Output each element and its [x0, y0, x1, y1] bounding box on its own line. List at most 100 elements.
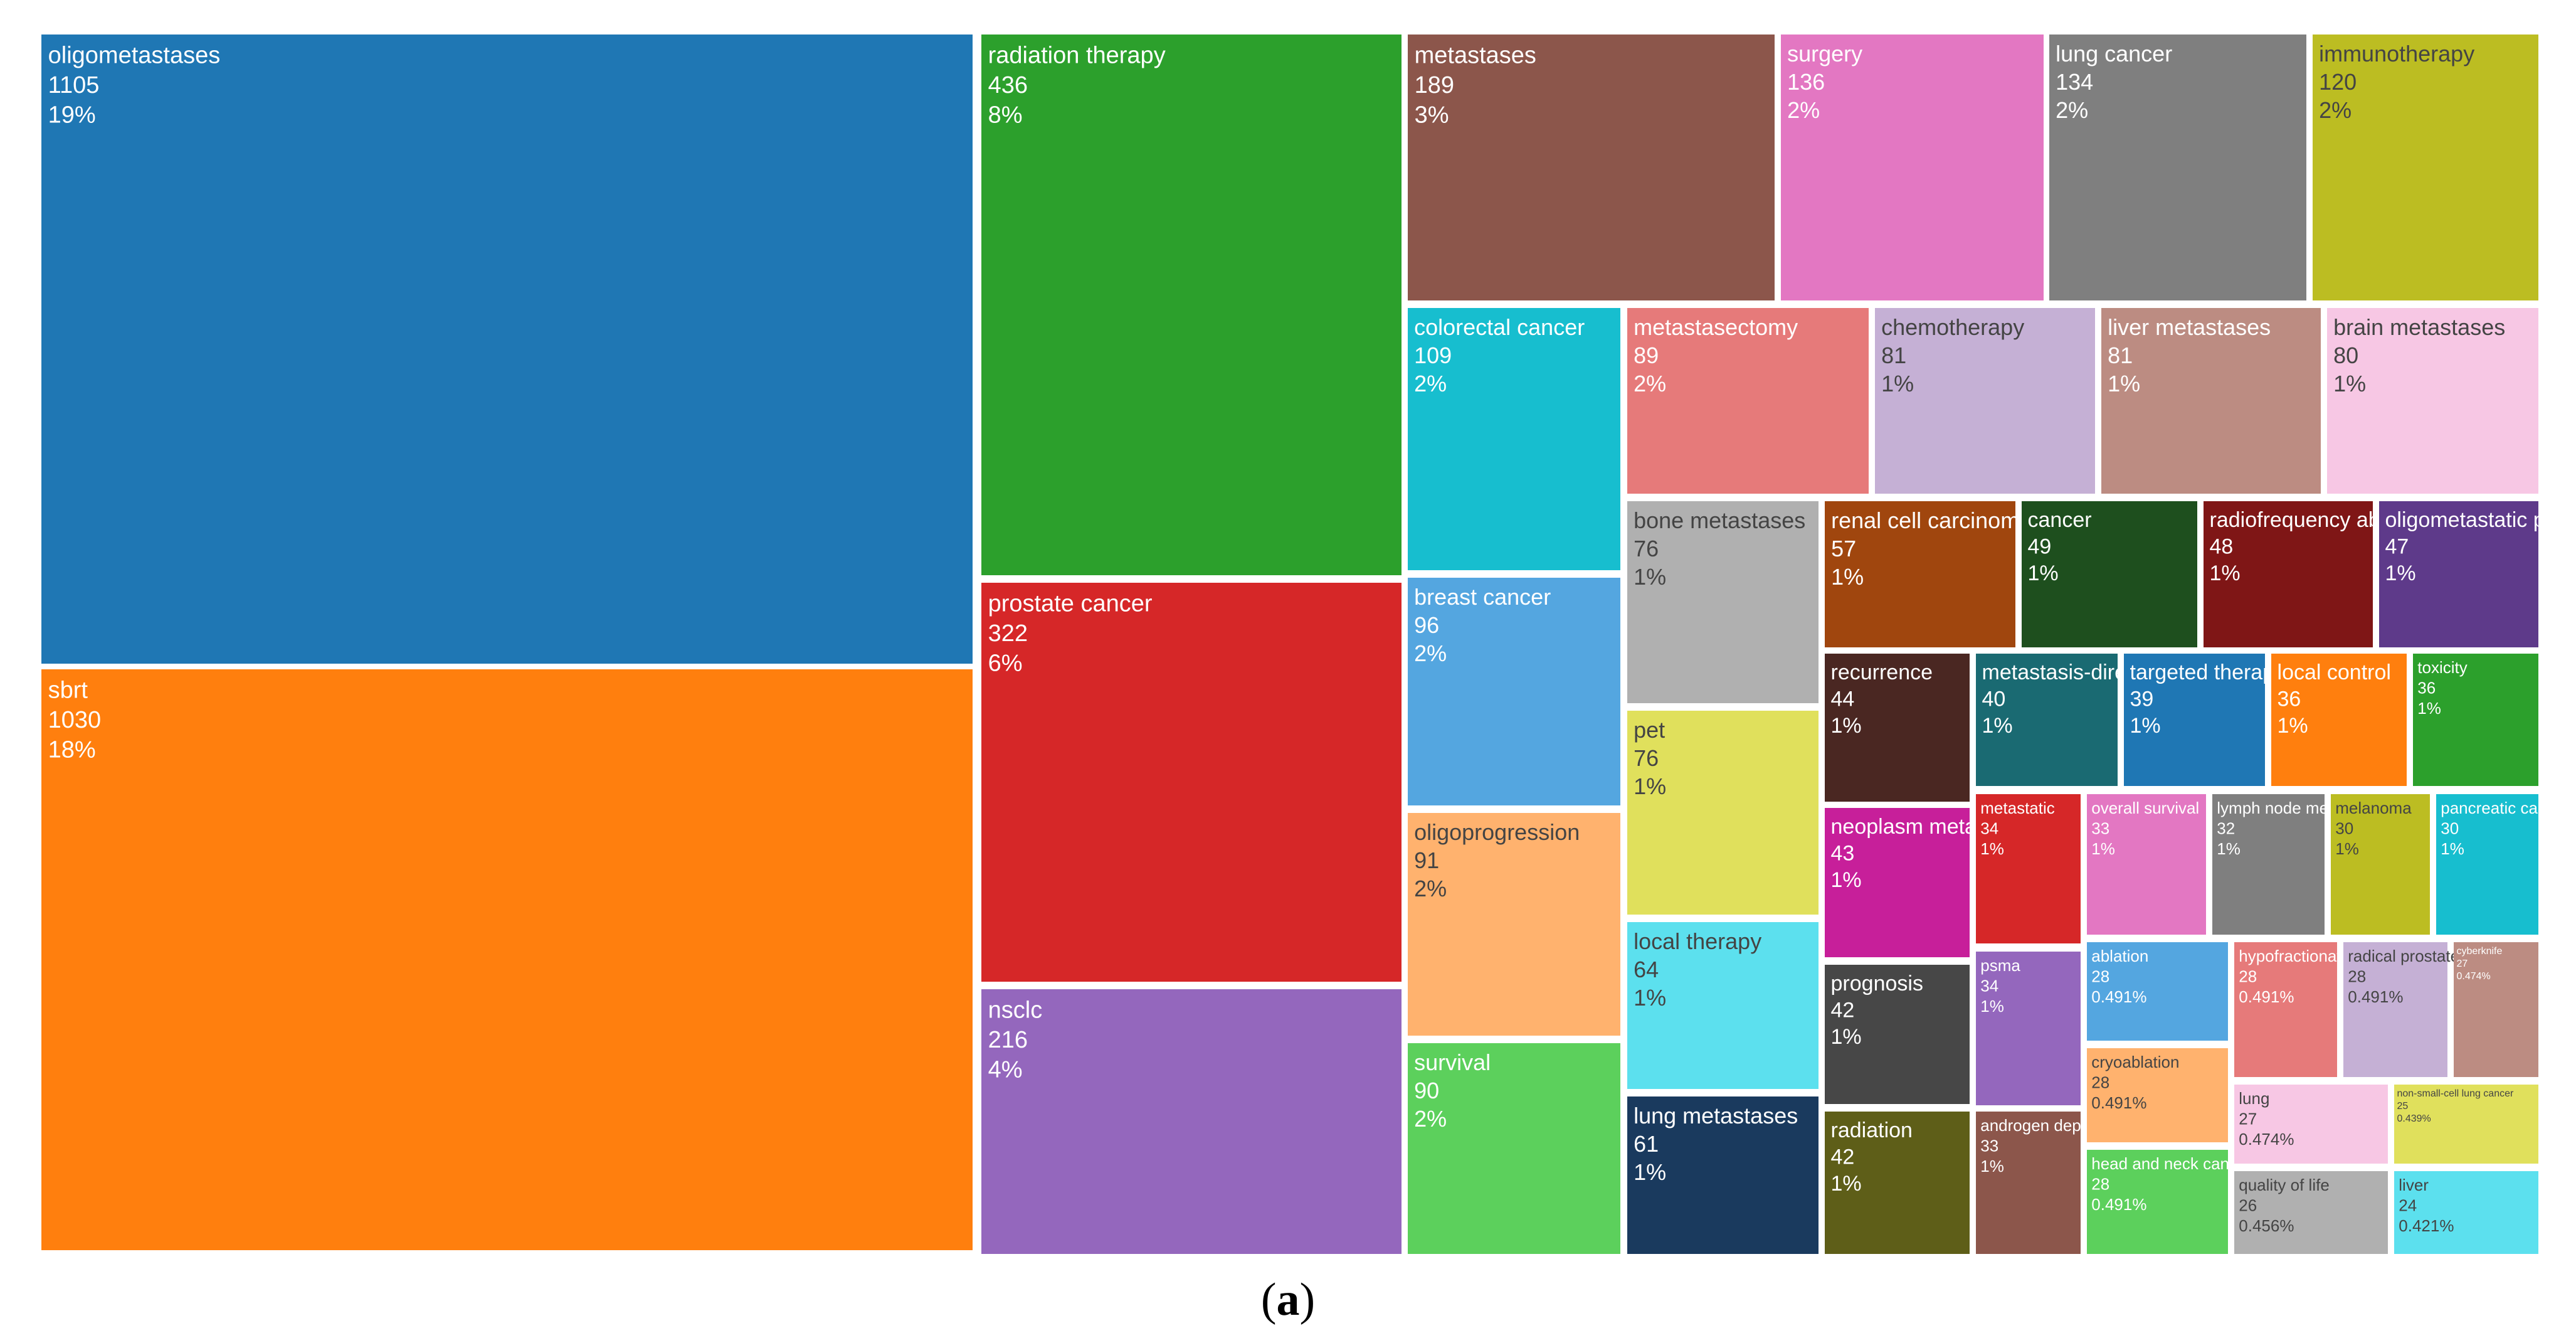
tile-value-cryoablation: 28 [2091, 1073, 2109, 1092]
tile-percent-metastasectomy: 2% [1634, 371, 1666, 396]
treemap-rect-breast-cancer [1408, 578, 1620, 805]
treemap-tile-liver[interactable]: liver 240.421% [2394, 1171, 2538, 1254]
treemap-tile-local-control[interactable]: local control 36 1% [2271, 654, 2407, 786]
treemap-rect-hypofractionation [2234, 942, 2337, 1077]
tile-percent-chemotherapy: 1% [1881, 371, 1914, 396]
tile-label-cancer: cancer [2028, 508, 2092, 532]
treemap-tile-lung[interactable]: lung 27 0.474% [2234, 1085, 2388, 1164]
treemap-tile-quality-of-life[interactable]: quality of life 260.456% [2234, 1171, 2388, 1254]
tile-value-colorectal-cancer: 109 [1414, 342, 1452, 368]
treemap-tile-non-small-cell-lung-cancer[interactable]: non-small-cell lung cancer 250.439% [2394, 1085, 2538, 1164]
treemap-tile-oligometastatic-prostate-cancer[interactable]: oligometastatic prostate cancer47 1% [2379, 501, 2576, 647]
tile-label-prostate-cancer: prostate cancer [988, 591, 1153, 617]
tile-percent-lymph-node-metastases: 1% [2217, 839, 2241, 858]
treemap-tile-radiation[interactable]: radiation 42 1% [1825, 1112, 1970, 1254]
treemap-rect-cryoablation [2087, 1048, 2228, 1142]
treemap-tile-ablation[interactable]: ablation 280.491% [2087, 942, 2228, 1041]
treemap-rect-cyberknife [2454, 942, 2538, 1077]
treemap-tile-bone-metastases[interactable]: bone metastases 76 1% [1627, 501, 1819, 703]
tile-label-toxicity: toxicity [2417, 658, 2467, 677]
tile-value-metastasis-directed-therapy: 40 [1982, 687, 2006, 711]
treemap-tile-survival[interactable]: survival 90 2% [1408, 1043, 1620, 1254]
tile-value-breast-cancer: 96 [1414, 612, 1439, 638]
tile-value-metastatic: 34 [1980, 819, 1998, 838]
treemap-tile-head-and-neck-cancer[interactable]: head and neck cancer 280.491% [2087, 1150, 2252, 1254]
tile-percent-hypofractionation: 0.491% [2239, 987, 2294, 1006]
treemap-rect-nsclc [981, 989, 1401, 1254]
treemap-tile-lung-metastases[interactable]: lung metastases 611% [1627, 1096, 1819, 1254]
tile-percent-toxicity: 1% [2417, 699, 2441, 718]
treemap-tile-oligometastases[interactable]: oligometastases 1105 19% [41, 35, 973, 664]
tile-label-non-small-cell-lung-cancer: non-small-cell lung cancer [2397, 1088, 2514, 1099]
treemap-tile-overall-survival[interactable]: overall survival 331% [2087, 794, 2206, 935]
tile-label-metastases: metastases [1415, 43, 1536, 69]
treemap-tile-renal-cell-carcinoma[interactable]: renal cell carcinoma 57 1% [1825, 501, 2032, 647]
treemap-rect-lymph-node-metastases [2212, 794, 2325, 935]
treemap-tile-metastatic[interactable]: metastatic 341% [1976, 794, 2081, 943]
tile-value-pancreatic-cancer: 30 [2441, 819, 2459, 838]
treemap-tile-sbrt[interactable]: sbrt 1030 18% [41, 669, 973, 1250]
treemap-tile-radiation-therapy[interactable]: radiation therapy 436 8% [981, 35, 1401, 575]
treemap-rect-ablation [2087, 942, 2228, 1041]
tile-percent-survival: 2% [1414, 1106, 1447, 1132]
treemap-tile-melanoma[interactable]: melanoma 301% [2331, 794, 2430, 935]
treemap-tile-nsclc[interactable]: nsclc 216 4% [981, 989, 1401, 1254]
treemap-rect-lung-metastases [1627, 1096, 1819, 1254]
treemap-tile-pancreatic-cancer[interactable]: pancreatic cancer 301% [2436, 794, 2570, 935]
tile-value-pet: 76 [1634, 745, 1659, 771]
tile-label-sbrt: sbrt [48, 677, 88, 704]
tile-percent-cancer: 1% [2028, 561, 2059, 585]
tile-percent-lung-cancer: 2% [2056, 97, 2088, 123]
tile-label-cryoablation: cryoablation [2091, 1053, 2179, 1071]
tile-percent-lung: 0.474% [2239, 1130, 2294, 1149]
treemap-tile-prostate-cancer[interactable]: prostate cancer 322 6% [981, 583, 1401, 982]
tile-label-metastatic: metastatic [1980, 799, 2055, 817]
tile-percent-liver: 0.421% [2399, 1216, 2454, 1235]
tile-label-lung-cancer: lung cancer [2056, 41, 2172, 66]
treemap-tile-metastases[interactable]: metastases 189 3% [1408, 35, 1775, 300]
tile-label-quality-of-life: quality of life [2239, 1176, 2330, 1194]
treemap-tile-toxicity[interactable]: toxicity 361% [2413, 654, 2538, 786]
tile-percent-immunotherapy: 2% [2319, 97, 2352, 123]
tile-label-colorectal-cancer: colorectal cancer [1414, 314, 1585, 340]
tile-percent-bone-metastases: 1% [1634, 564, 1666, 590]
tile-label-overall-survival: overall survival [2091, 799, 2199, 817]
treemap-rect-head-and-neck-cancer [2087, 1150, 2228, 1254]
tile-percent-recurrence: 1% [1831, 714, 1862, 738]
tile-percent-non-small-cell-lung-cancer: 0.439% [2397, 1113, 2431, 1124]
treemap-rect-liver [2394, 1171, 2538, 1254]
tile-label-hypofractionation: hypofractionation [2239, 947, 2363, 965]
tile-percent-breast-cancer: 2% [1414, 640, 1447, 666]
treemap-rect-local-control [2271, 654, 2407, 786]
treemap-rect-overall-survival [2087, 794, 2206, 935]
treemap-tile-recurrence[interactable]: recurrence 44 1% [1825, 654, 1970, 802]
treemap-tile-cryoablation[interactable]: cryoablation 280.491% [2087, 1048, 2228, 1142]
tile-percent-metastatic: 1% [1980, 839, 2004, 858]
tile-percent-cryoablation: 0.491% [2091, 1093, 2146, 1112]
treemap-tile-psma[interactable]: psma 341% [1976, 952, 2081, 1105]
treemap-tile-local-therapy[interactable]: local therapy 64 1% [1627, 922, 1819, 1089]
treemap-tile-targeted-therapy[interactable]: targeted therapy 39 1% [2124, 654, 2285, 786]
treemap-rect-survival [1408, 1043, 1620, 1254]
tile-value-melanoma: 30 [2335, 819, 2353, 838]
tile-value-chemotherapy: 81 [1881, 342, 1906, 368]
